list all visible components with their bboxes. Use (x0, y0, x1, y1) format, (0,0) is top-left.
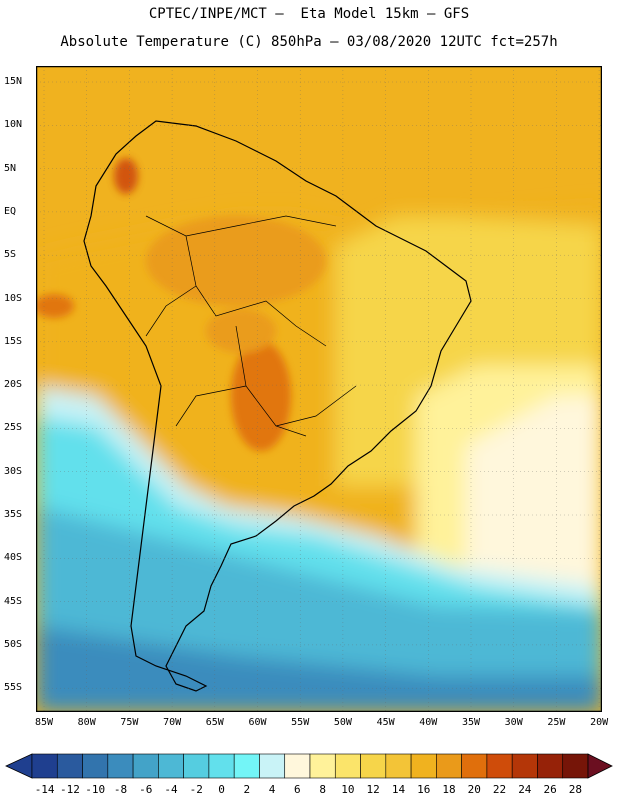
colorbar-box (511, 753, 538, 779)
colorbar-label: -8 (113, 783, 128, 796)
colorbar-label: 16 (417, 783, 431, 796)
lon-label: 50W (333, 717, 352, 728)
colorbar-label: 18 (442, 783, 456, 796)
colorbar (5, 753, 613, 779)
colorbar-label: 0 (218, 783, 225, 796)
colorbar-label: 24 (518, 783, 532, 796)
lat-label: 35S (4, 509, 23, 520)
lon-label: 55W (291, 717, 310, 728)
colorbar-low-extend (5, 753, 33, 779)
hot-amazon (146, 216, 326, 306)
colorbar-box (360, 753, 387, 779)
colorbar-box (410, 753, 437, 779)
lon-label: 65W (205, 717, 224, 728)
lon-label: 45W (376, 717, 395, 728)
colorbar-box (259, 753, 286, 779)
hot-spot-peru (36, 294, 74, 318)
colorbar-box (56, 753, 83, 779)
hot-spot-colombia (114, 158, 138, 194)
lon-label: 80W (77, 717, 96, 728)
colorbar-label: -14 (34, 783, 55, 796)
colorbar-box (562, 753, 589, 779)
colorbar-box (385, 753, 412, 779)
lon-label: 85W (34, 717, 54, 728)
colorbar-label: 28 (568, 783, 582, 796)
hot-spot-mato-grosso (206, 309, 276, 353)
lon-label: 35W (461, 717, 481, 728)
temperature-map (36, 66, 602, 712)
colorbar-box (31, 753, 58, 779)
colorbar-high-extend (587, 753, 613, 779)
lat-label: 10S (4, 292, 23, 304)
colorbar-box (334, 753, 361, 779)
colorbar-box (309, 753, 336, 779)
colorbar-label: 4 (268, 783, 276, 796)
colorbar-box (158, 753, 184, 779)
country-borders (145, 215, 357, 437)
lon-label: 25W (547, 717, 566, 728)
map-border (36, 66, 602, 712)
lat-label: 30S (4, 465, 23, 477)
lat-label: 55S (4, 682, 23, 694)
colorbar-label: 6 (294, 783, 301, 796)
lat-label: 40S (4, 552, 23, 564)
colorbar-label: 12 (366, 783, 380, 796)
colorbar-box (107, 753, 134, 779)
lat-label: 15N (4, 76, 23, 87)
lon-label: 20W (590, 717, 609, 728)
lat-label: 25S (4, 422, 23, 434)
lon-label: 70W (163, 717, 182, 728)
colorbar-box (208, 753, 235, 779)
colorbar-box (233, 753, 260, 779)
lat-label: 45S (4, 595, 23, 607)
colorbar-box (537, 753, 564, 779)
south-america-outline (83, 120, 472, 692)
colorbar-box (284, 753, 311, 779)
colorbar-box (183, 753, 210, 779)
title-line-1: CPTEC/INPE/MCT – Eta Model 15km – GFS (148, 6, 470, 22)
lon-label: 75W (120, 717, 139, 728)
colorbar-label: -12 (59, 783, 80, 796)
colorbar-label: -6 (139, 783, 153, 796)
lon-label: 40W (419, 717, 438, 728)
lat-label: 10N (4, 119, 23, 131)
lat-label: EQ (4, 205, 17, 217)
lat-label: 50S (4, 638, 23, 650)
colorbar-label: -10 (85, 783, 106, 796)
lat-label: 20S (4, 379, 23, 391)
lat-label: 15S (4, 335, 23, 347)
hot-spot-chaco (231, 341, 291, 451)
band-cool-m4 (36, 626, 602, 712)
colorbar-box (132, 753, 159, 779)
colorbar-label: 22 (492, 783, 507, 796)
colorbar-label: 14 (391, 783, 406, 796)
colorbar-label: 26 (543, 783, 557, 796)
colorbar-label: -4 (164, 783, 178, 796)
lat-label: 5N (4, 162, 17, 174)
colorbar-label: 10 (341, 783, 355, 796)
colorbar-label: 8 (319, 783, 326, 796)
colorbar-box (82, 753, 109, 779)
lat-label: 5S (4, 249, 17, 261)
lon-label: 60W (248, 717, 267, 728)
title-line-2: Absolute Temperature (C) 850hPa – 03/08/… (60, 34, 558, 50)
colorbar-label: -2 (189, 783, 203, 796)
colorbar-label: 2 (243, 783, 251, 796)
colorbar-box (436, 753, 462, 779)
colorbar-label: 20 (467, 783, 481, 796)
colorbar-box (461, 753, 488, 779)
lon-label: 30W (504, 717, 523, 728)
colorbar-box (486, 753, 513, 779)
band-8 (466, 396, 602, 586)
